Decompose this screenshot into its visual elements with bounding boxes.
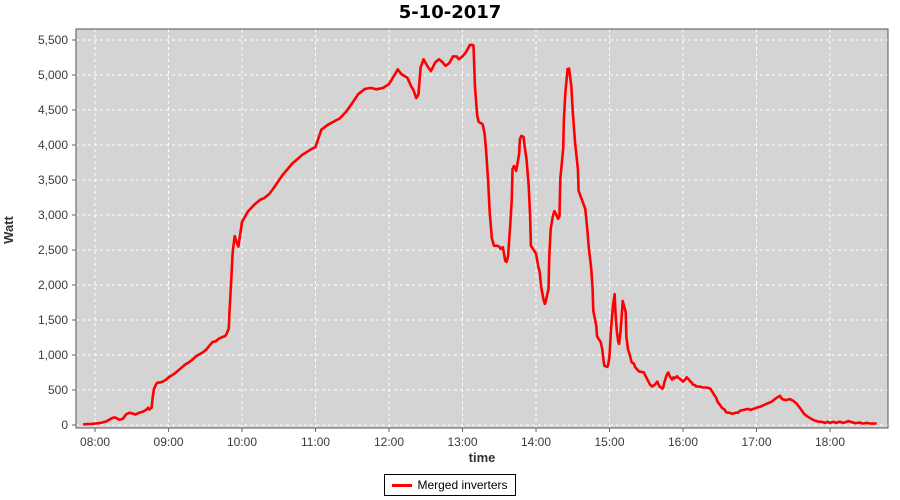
x-tick-label: 11:00 — [301, 435, 330, 449]
y-tick-label: 3,500 — [38, 173, 68, 187]
y-tick-label: 4,500 — [38, 103, 68, 117]
legend: Merged inverters — [0, 474, 900, 496]
y-tick-label: 2,500 — [38, 243, 68, 257]
x-tick-label: 18:00 — [815, 435, 845, 449]
legend-box: Merged inverters — [384, 474, 516, 496]
y-tick-label: 5,500 — [38, 33, 68, 47]
x-tick-label: 17:00 — [741, 435, 771, 449]
x-axis-title: time — [468, 450, 496, 465]
y-tick-label: 2,000 — [38, 278, 68, 292]
x-tick-label: 14:00 — [521, 435, 551, 449]
chart-title: 5-10-2017 — [398, 2, 502, 23]
y-axis-title: Watt — [1, 216, 16, 244]
y-tick-label: 5,000 — [38, 68, 68, 82]
y-tick-label: 0 — [61, 418, 68, 432]
x-tick-label: 15:00 — [595, 435, 625, 449]
plot-background — [76, 29, 888, 428]
y-tick-label: 3,000 — [38, 208, 68, 222]
legend-line-swatch — [392, 483, 413, 487]
plot-border — [75, 28, 889, 429]
x-tick-label: 12:00 — [374, 435, 404, 449]
x-tick-label: 13:00 — [448, 435, 478, 449]
x-tick-label: 16:00 — [668, 435, 698, 449]
x-tick-label: 09:00 — [154, 435, 184, 449]
x-tick-label: 08:00 — [80, 435, 110, 449]
y-tick-label: 4,000 — [38, 138, 68, 152]
series-line — [82, 43, 877, 426]
legend-label: Merged inverters — [417, 478, 508, 492]
y-tick-label: 1,500 — [38, 313, 68, 327]
y-tick-label: 1,000 — [38, 348, 68, 362]
x-tick-label: 10:00 — [227, 435, 257, 449]
y-tick-label: 500 — [48, 383, 68, 397]
